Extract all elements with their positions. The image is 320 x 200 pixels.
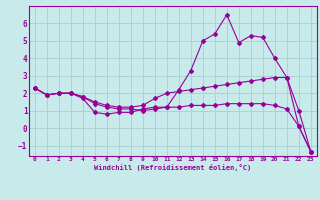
X-axis label: Windchill (Refroidissement éolien,°C): Windchill (Refroidissement éolien,°C) <box>94 164 252 171</box>
